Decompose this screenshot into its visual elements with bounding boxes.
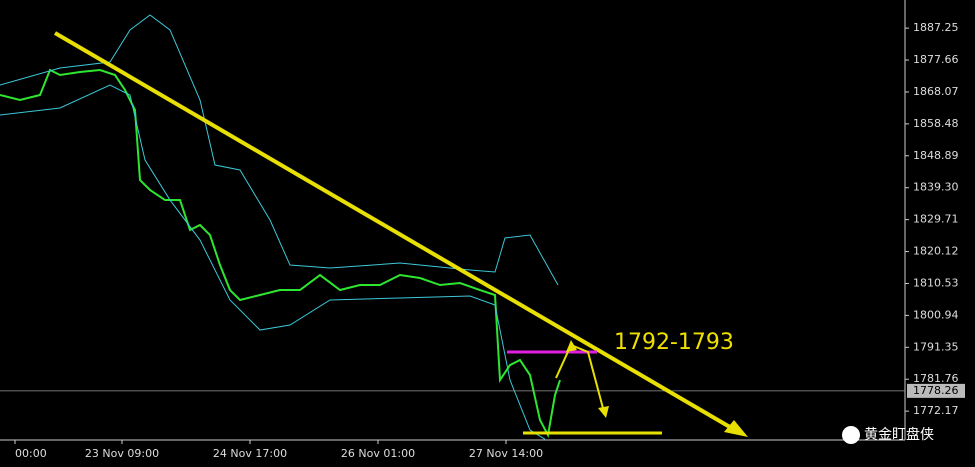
y-tick-label: 1848.89 bbox=[913, 149, 959, 162]
price-line bbox=[0, 84, 546, 440]
price-line bbox=[0, 14, 559, 286]
y-tick-label: 1887.25 bbox=[913, 21, 959, 34]
y-tick-label: 1877.66 bbox=[913, 53, 959, 66]
y-tick-label: 1800.94 bbox=[913, 308, 959, 321]
y-tick-label: 1820.12 bbox=[913, 245, 959, 258]
y-tick-label: 1810.53 bbox=[913, 276, 959, 289]
annotation: 1792-1793 bbox=[614, 330, 734, 355]
y-tick-label: 1868.07 bbox=[913, 85, 959, 98]
trend-line bbox=[53, 31, 737, 432]
y-tick-label: 1772.17 bbox=[913, 404, 959, 417]
x-tick-label: 26 Nov 01:00 bbox=[341, 447, 415, 460]
arrow-head bbox=[598, 406, 609, 418]
plot-area bbox=[0, 14, 905, 440]
x-tick-label: 27 Nov 14:00 bbox=[469, 447, 543, 460]
y-tick-label: 1858.48 bbox=[913, 117, 959, 130]
current-price-label: 1778.26 bbox=[913, 384, 959, 397]
logo-icon bbox=[842, 426, 860, 444]
y-tick-label: 1791.35 bbox=[913, 340, 959, 353]
watermark: 黄金盯盘侠 bbox=[864, 426, 934, 443]
price-line bbox=[0, 68, 561, 439]
current-price-box bbox=[907, 383, 965, 398]
arrow-head bbox=[566, 340, 577, 352]
path-arrow bbox=[555, 343, 605, 413]
y-tick-label: 1829.71 bbox=[913, 213, 959, 226]
trend-arrow bbox=[724, 420, 748, 437]
x-tick-label: 23 Nov 09:00 bbox=[85, 447, 159, 460]
x-tick-label: 24 Nov 17:00 bbox=[213, 447, 287, 460]
y-tick-label: 1781.76 bbox=[913, 372, 959, 385]
x-tick-label: 00:00 bbox=[15, 447, 47, 460]
y-tick-label: 1839.30 bbox=[913, 181, 959, 194]
